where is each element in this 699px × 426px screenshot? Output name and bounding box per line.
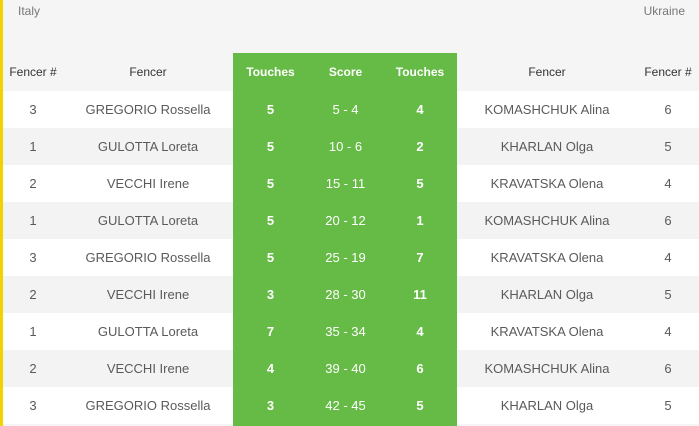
table-row: 3 GREGORIO Rossella 5 25 - 19 7 KRAVATSKA Ole…: [3, 239, 699, 276]
header-fencer-right: Fencer: [528, 65, 566, 79]
bout-score: 25 - 19: [325, 250, 366, 265]
fencer-num-right: 5: [637, 276, 699, 313]
fencer-name-left: VECCHI Irene: [63, 350, 233, 387]
fencer-num-right: 6: [637, 91, 699, 128]
header-touches-left: Touches: [246, 65, 295, 79]
table-row: 2 VECCHI Irene 5 15 - 11 5 KRAVATSKA Olena 4: [3, 165, 699, 202]
bouts-table: Fencer # Fencer Touches Score Touches Fe…: [3, 53, 699, 424]
bout-rows: 3 GREGORIO Rossella 5 5 - 4 4 KOMASHCHUK Alin…: [3, 91, 699, 424]
bout-score: 42 - 45: [325, 398, 366, 413]
fencer-num-left: 1: [3, 313, 63, 350]
fencer-num-right: 4: [637, 239, 699, 276]
fencer-num-right: 4: [637, 313, 699, 350]
header-score: Score: [328, 65, 363, 79]
fencer-name-right: KHARLAN Olga: [457, 387, 637, 424]
table-row: 2 VECCHI Irene 3 28 - 30 11 KHARLAN Olga 5: [3, 276, 699, 313]
fencer-num-left: 2: [3, 165, 63, 202]
fencer-name-left: GREGORIO Rossella: [63, 239, 233, 276]
table-header-row: Fencer # Fencer Touches Score Touches Fe…: [3, 53, 699, 91]
touches-right: 1: [416, 213, 424, 228]
touches-right: 2: [416, 139, 424, 154]
touches-left: 5: [266, 213, 275, 228]
accent-bar: [0, 0, 3, 426]
header-fencer-num-right: Fencer #: [644, 65, 692, 79]
touches-left: 4: [266, 361, 275, 376]
team-name-right: Ukraine: [643, 4, 685, 18]
fencer-name-left: VECCHI Irene: [63, 165, 233, 202]
bout-score: 28 - 30: [325, 287, 366, 302]
fencer-num-left: 3: [3, 91, 63, 128]
bout-score: 35 - 34: [325, 324, 366, 339]
fencer-name-left: GREGORIO Rossella: [63, 387, 233, 424]
fencer-name-right: KOMASHCHUK Alina: [457, 202, 637, 239]
bout-score: 10 - 6: [328, 139, 363, 154]
touches-left: 3: [266, 287, 275, 302]
fencer-name-right: KRAVATSKA Olena: [457, 165, 637, 202]
touches-left: 5: [266, 176, 275, 191]
fencer-name-left: VECCHI Irene: [63, 276, 233, 313]
touches-right: 6: [416, 361, 424, 376]
touches-left: 3: [266, 398, 275, 413]
touches-left: 5: [266, 139, 275, 154]
fencer-name-left: GREGORIO Rossella: [63, 91, 233, 128]
touches-right: 7: [416, 250, 424, 265]
touches-right: 5: [416, 176, 424, 191]
fencer-num-left: 2: [3, 350, 63, 387]
fencer-name-left: GULOTTA Loreta: [63, 313, 233, 350]
touches-left: 5: [266, 250, 275, 265]
header-fencer-left: Fencer: [129, 65, 167, 79]
fencer-num-left: 1: [3, 202, 63, 239]
bout-score: 39 - 40: [325, 361, 366, 376]
fencer-name-right: KOMASHCHUK Alina: [457, 91, 637, 128]
fencer-num-right: 5: [637, 387, 699, 424]
fencer-name-left: GULOTTA Loreta: [63, 202, 233, 239]
fencer-name-right: KRAVATSKA Olena: [457, 313, 637, 350]
fencer-num-right: 6: [637, 202, 699, 239]
fencer-name-right: KOMASHCHUK Alina: [457, 350, 637, 387]
header-touches-right: Touches: [395, 65, 445, 79]
fencer-num-right: 4: [637, 165, 699, 202]
bout-score: 5 - 4: [332, 102, 359, 117]
touches-left: 7: [266, 324, 275, 339]
fencer-num-left: 1: [3, 128, 63, 165]
touches-right: 4: [416, 102, 424, 117]
table-row: 3 GREGORIO Rossella 3 42 - 45 5 KHARLAN Olga 5: [3, 387, 699, 424]
touches-right: 4: [416, 324, 424, 339]
fencer-num-left: 2: [3, 276, 63, 313]
table-row: 1 GULOTTA Loreta 5 10 - 6 2 KHARLAN Olga 5: [3, 128, 699, 165]
fencer-name-right: KHARLAN Olga: [457, 276, 637, 313]
fencer-num-left: 3: [3, 387, 63, 424]
fencer-num-right: 6: [637, 350, 699, 387]
touches-right: 11: [413, 287, 427, 302]
table-row: 1 GULOTTA Loreta 5 20 - 12 1 KOMASHCHUK Alina…: [3, 202, 699, 239]
table-row: 1 GULOTTA Loreta 7 35 - 34 4 KRAVATSKA Olena 4: [3, 313, 699, 350]
touches-left: 5: [266, 102, 275, 117]
touches-right: 5: [416, 398, 424, 413]
table-row: 3 GREGORIO Rossella 5 5 - 4 4 KOMASHCHUK Alin…: [3, 91, 699, 128]
fencer-num-right: 5: [637, 128, 699, 165]
bout-score: 15 - 11: [325, 176, 366, 191]
fencer-name-right: KRAVATSKA Olena: [457, 239, 637, 276]
fencer-num-left: 3: [3, 239, 63, 276]
fencer-name-right: KHARLAN Olga: [457, 128, 637, 165]
team-name-left: Italy: [18, 4, 41, 18]
score-column-highlight: [233, 53, 457, 426]
fencer-name-left: GULOTTA Loreta: [63, 128, 233, 165]
header-fencer-num-left: Fencer #: [9, 65, 57, 79]
table-row: 2 VECCHI Irene 4 39 - 40 6 KOMASHCHUK Alina 6: [3, 350, 699, 387]
bout-score: 20 - 12: [325, 213, 366, 228]
